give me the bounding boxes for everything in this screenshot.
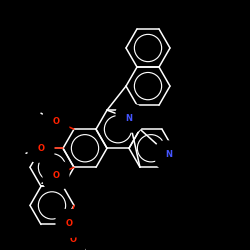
- Text: O: O: [38, 144, 44, 153]
- Text: O: O: [52, 171, 60, 180]
- Text: N: N: [165, 150, 172, 159]
- Text: N: N: [126, 114, 132, 123]
- Text: O: O: [66, 219, 72, 228]
- Text: O: O: [70, 235, 76, 244]
- Text: O: O: [52, 117, 60, 126]
